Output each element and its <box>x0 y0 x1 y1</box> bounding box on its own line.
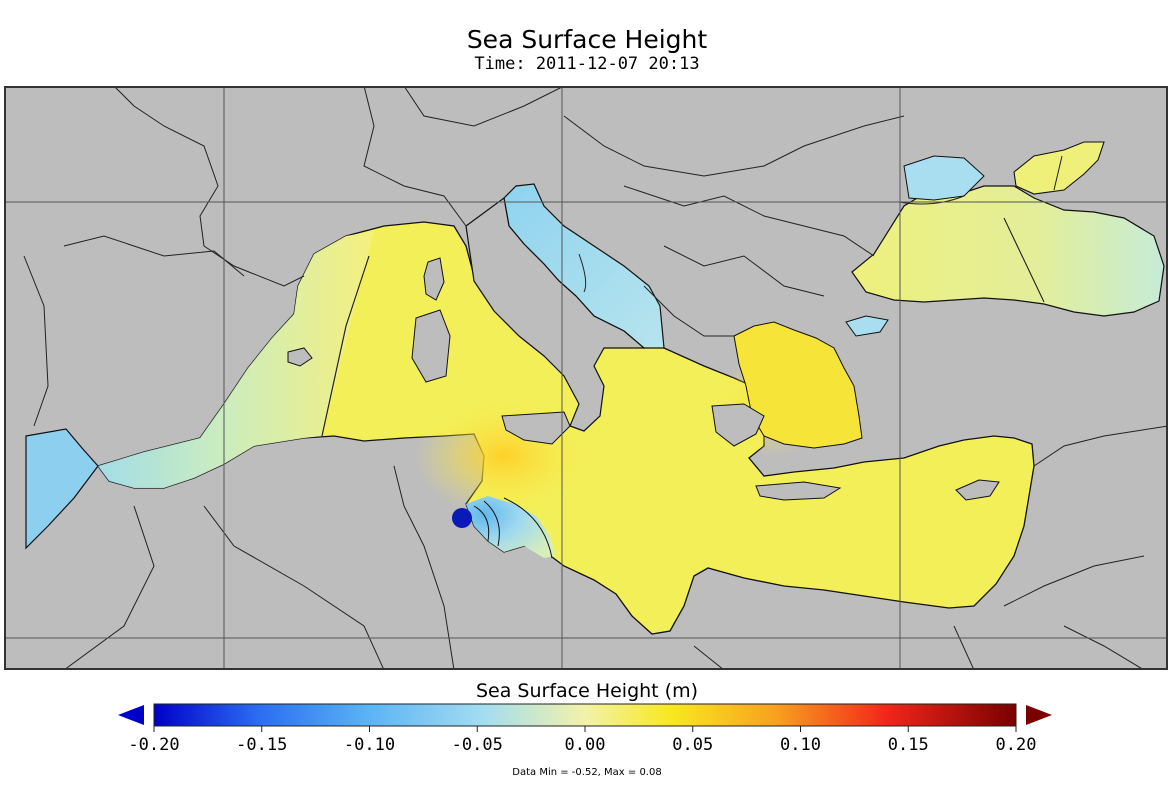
colorbar-max-arrow <box>1026 705 1052 725</box>
island-sicily <box>501 411 571 445</box>
colorbar: -0.20 -0.15 -0.10 -0.05 0.00 0.05 0.10 0.15 0.20 <box>118 703 1052 755</box>
sea-marmara <box>845 315 889 337</box>
map-canvas <box>4 86 1168 670</box>
island-corsica <box>423 257 445 301</box>
island-mallorca <box>287 347 313 367</box>
colorbar-tick-label: 0.00 <box>565 735 606 755</box>
sea-atlantic <box>25 428 99 550</box>
data-range-note: Data Min = -0.52, Max = 0.08 <box>512 767 662 778</box>
land-italy <box>465 196 646 432</box>
sea-alboran-balearic <box>98 231 374 488</box>
sea-gulf-of-gabes <box>466 496 556 558</box>
colorbar-tick-label: -0.15 <box>236 735 287 755</box>
map-title: Sea Surface Height <box>466 25 708 54</box>
colorbar-tick-label: 0.10 <box>780 735 821 755</box>
sea-min-spot <box>452 508 472 528</box>
island-sardinia <box>411 309 451 383</box>
colorbar-title: Sea Surface Height (m) <box>475 680 699 702</box>
colorbar-tick-label: -0.20 <box>128 735 179 755</box>
colorbar-tick-label: 0.05 <box>672 735 713 755</box>
map-timestamp: Time: 2011-12-07 20:13 <box>474 54 700 74</box>
map-frame <box>4 86 1168 670</box>
colorbar-tick-label: -0.05 <box>452 735 503 755</box>
colorbar-tick-label: 0.15 <box>888 735 929 755</box>
land-peloponnese <box>711 403 765 447</box>
colorbar-tick-label: -0.10 <box>344 735 395 755</box>
sea-crimea-shelf <box>903 155 985 201</box>
island-crete <box>755 481 842 501</box>
island-cyprus <box>955 479 1000 501</box>
colorbar-min-arrow <box>118 705 144 725</box>
colorbar-tick-label: 0.20 <box>996 735 1037 755</box>
colorbar-gradient <box>153 703 1017 727</box>
